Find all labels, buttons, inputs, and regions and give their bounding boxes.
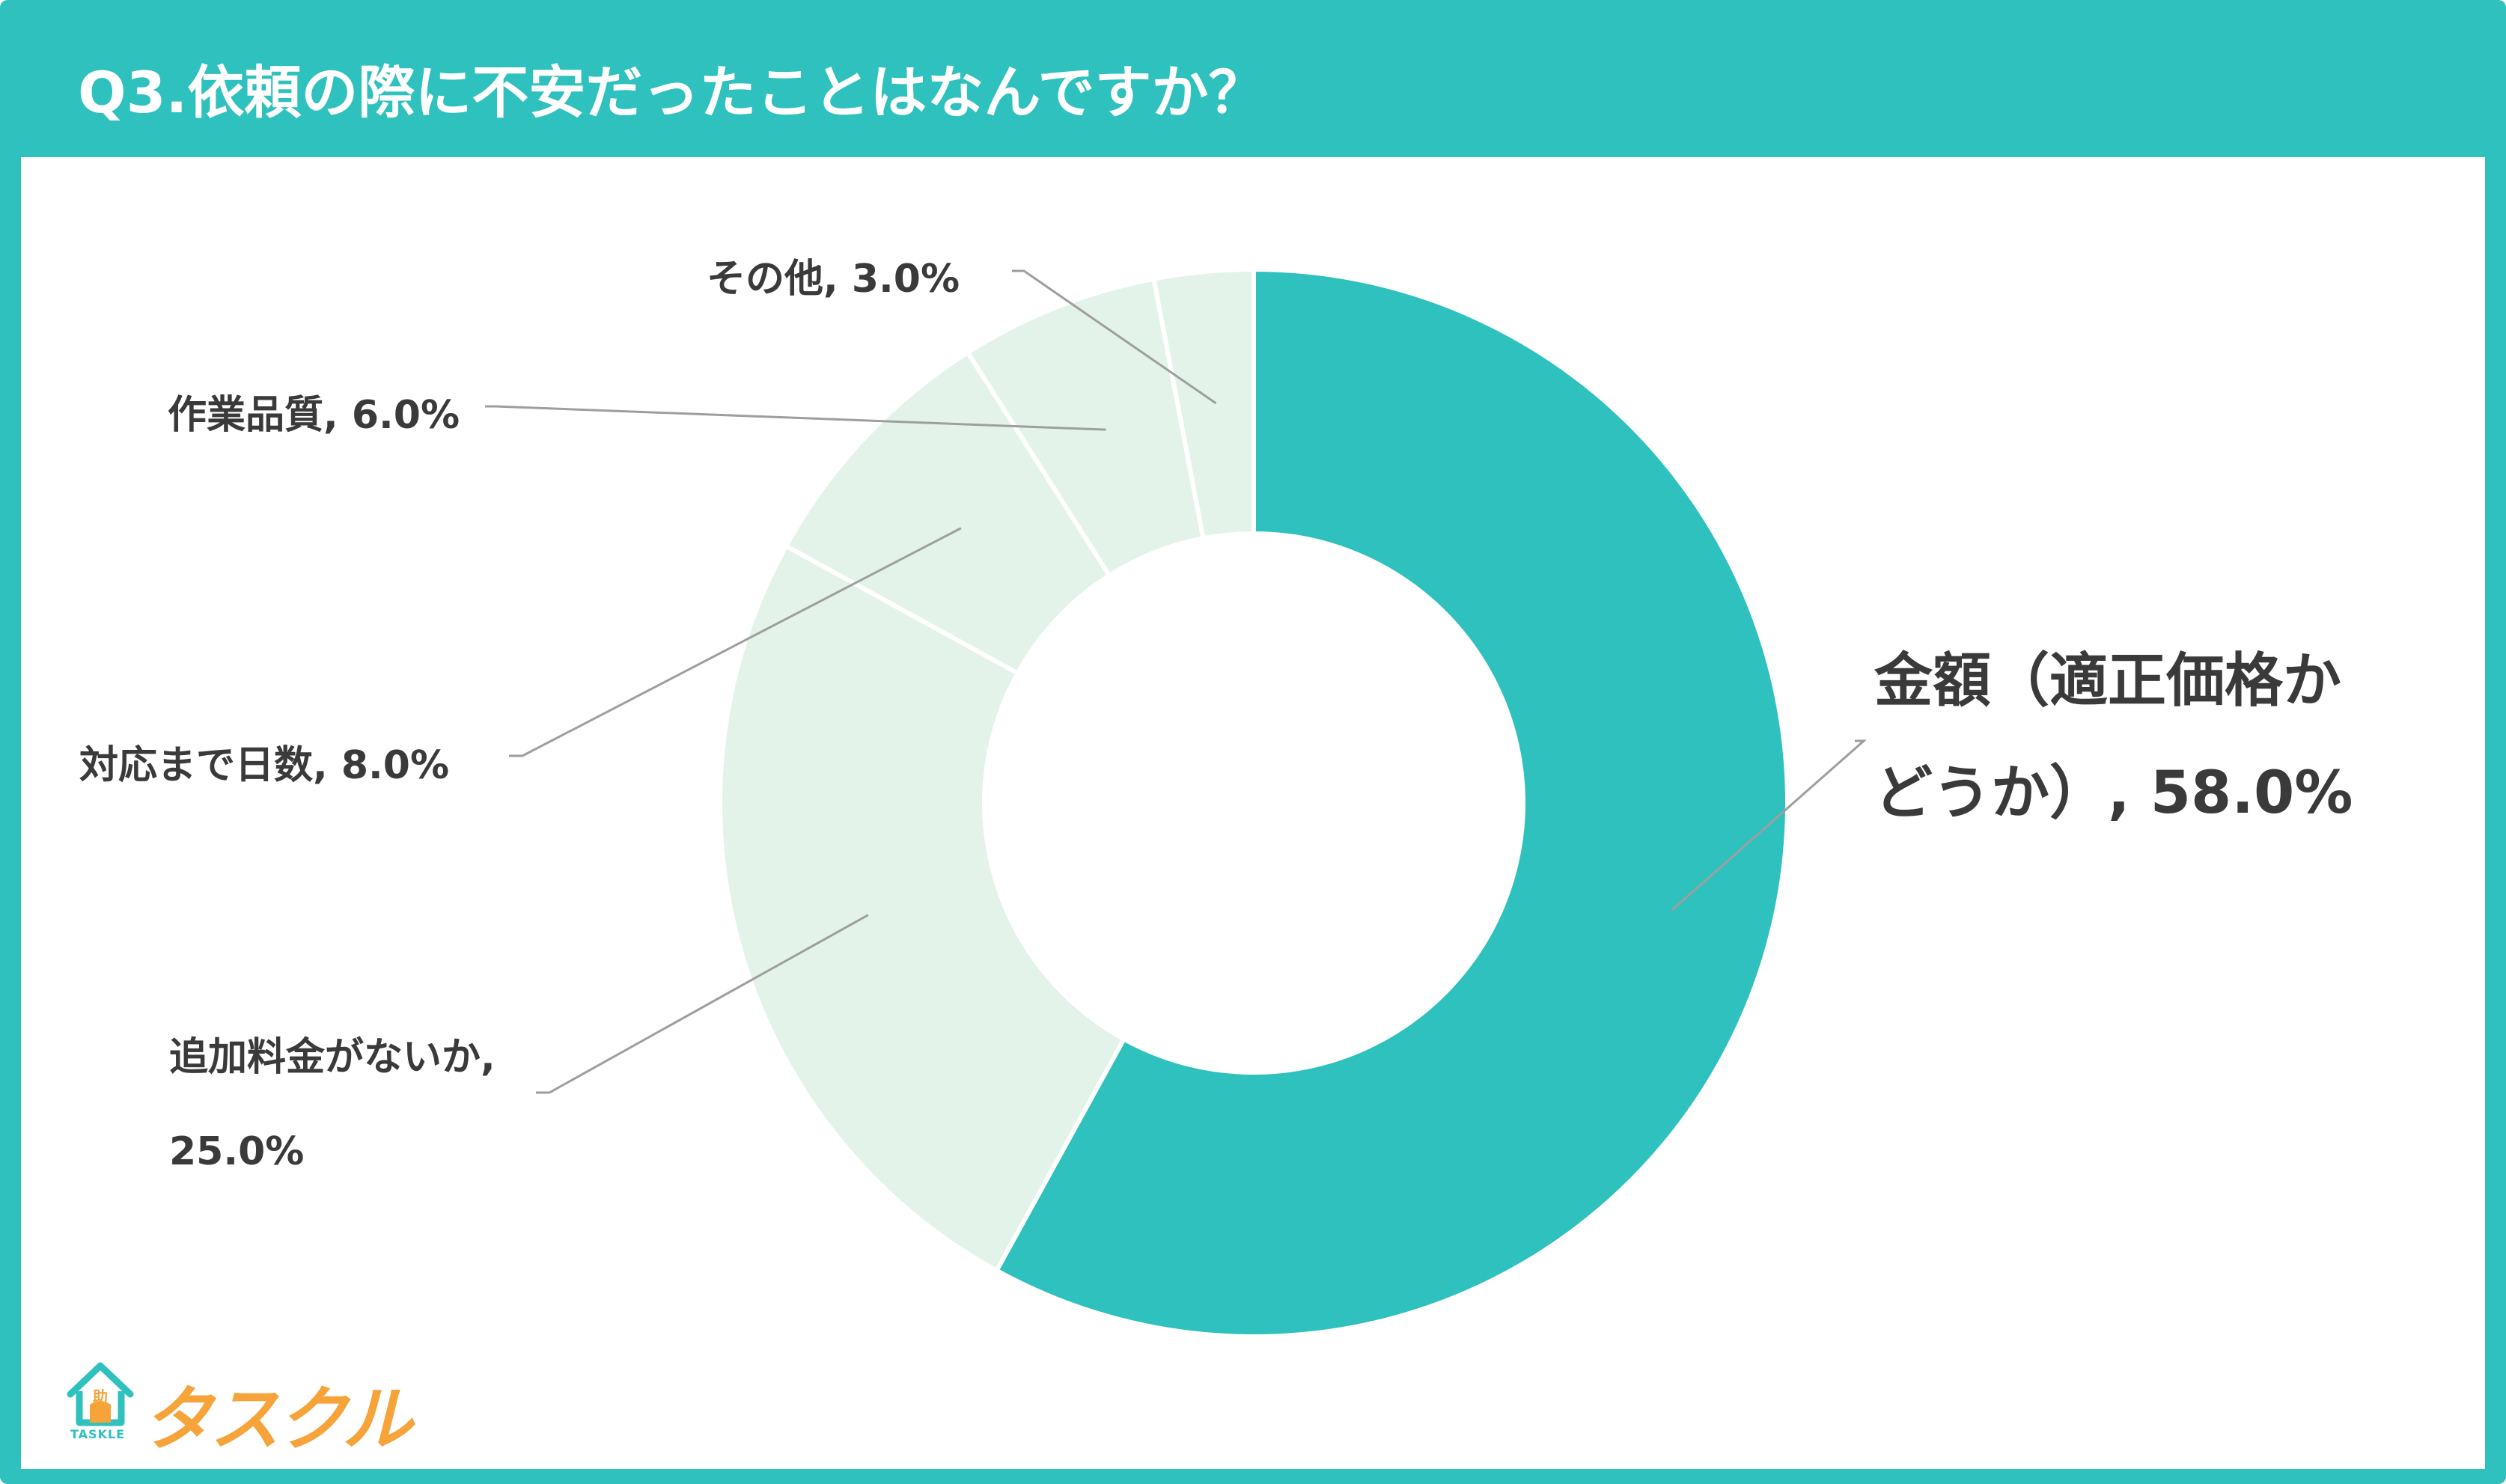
slice-label-kingaku-line1: 金額（適正価格か — [1874, 647, 2342, 715]
logo-subtext: TASKLE — [70, 1427, 126, 1441]
slice-label-sonota: その他, 3.0% — [707, 257, 960, 302]
header-bar: Q3.依頼の際に不安だったことはなんですか？ — [0, 0, 2506, 157]
slice-nissu — [783, 349, 1113, 677]
slice-tsuika — [718, 543, 1127, 1274]
slice-label-tsuika: 追加料金がないか, 25.0% — [169, 1010, 496, 1199]
logo-wordmark: タスクル — [142, 1379, 412, 1461]
leader-line-slice-tsuika — [536, 914, 869, 1094]
leader-line-slice-hinshitsu — [485, 405, 1106, 431]
leader-line-slice-nissu — [509, 527, 962, 757]
leader-line-slice-kingaku — [1671, 739, 1867, 912]
slice-kingaku — [993, 266, 1790, 1339]
slice-label-kingaku-line2: どうか）, 58.0% — [1874, 760, 2353, 827]
slice-label-kingaku: 金額（適正価格か どうか）, 58.0% — [1874, 625, 2353, 849]
slice-label-nissu: 対応まで日数, 8.0% — [79, 743, 450, 788]
chart-title: Q3.依頼の際に不安だったことはなんですか？ — [78, 59, 1266, 126]
tasukuru-logo: 助 TASKLE タスクル — [63, 1358, 412, 1461]
slice-label-tsuika-line2: 25.0% — [169, 1129, 305, 1174]
slices-group — [718, 266, 1790, 1339]
house-icon: 助 — [67, 1362, 134, 1426]
slice-label-tsuika-line1: 追加料金がないか, — [169, 1035, 496, 1080]
leader-line-slice-sonota — [1012, 269, 1217, 405]
slice-sonota — [1150, 266, 1256, 541]
leader-lines-group — [485, 269, 1867, 1094]
slice-label-hinshitsu: 作業品質, 6.0% — [168, 393, 460, 438]
logo-badge: 助 — [93, 1387, 108, 1405]
